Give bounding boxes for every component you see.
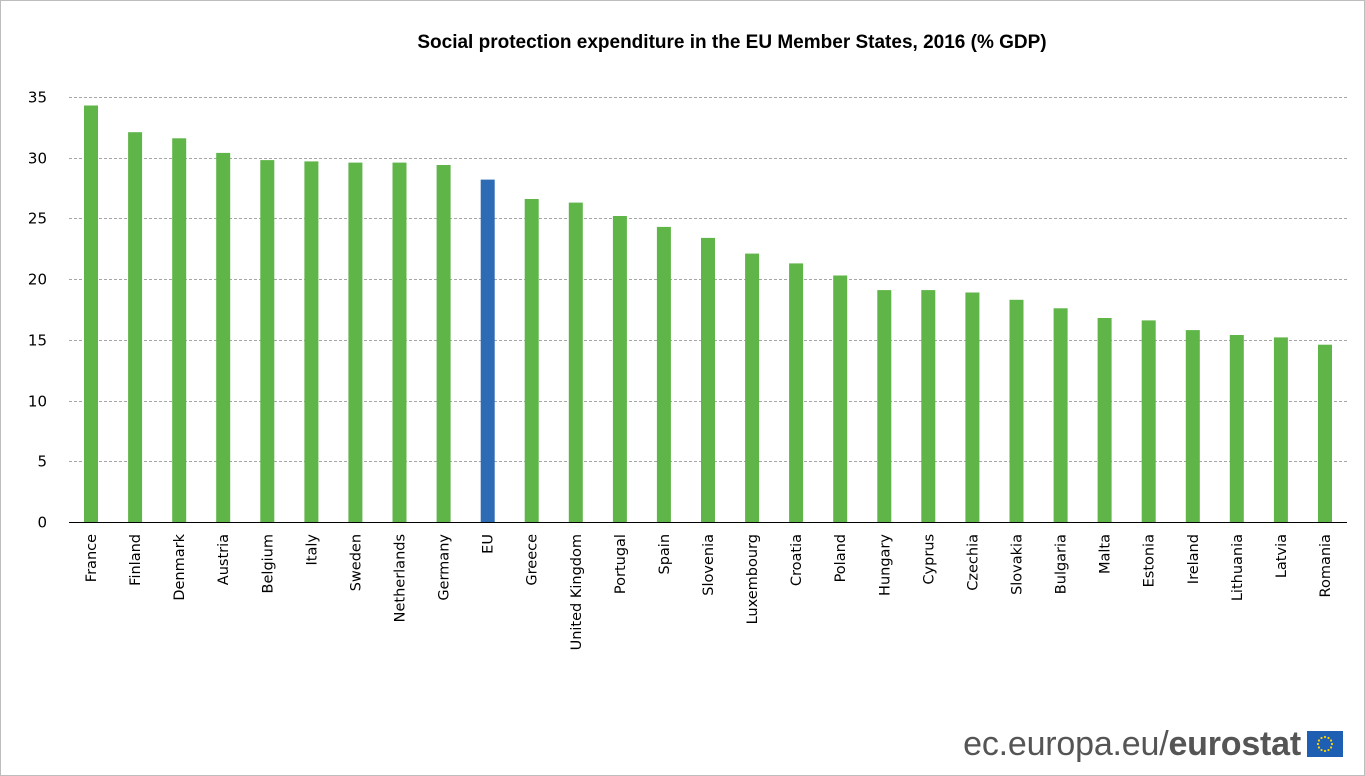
- x-tick-label: Netherlands: [393, 534, 409, 622]
- x-tick-label: Lithuania: [1230, 534, 1246, 601]
- x-tick-label: Denmark: [172, 533, 188, 600]
- flag-star: [1317, 739, 1321, 742]
- bar-netherlands: [392, 162, 407, 522]
- bar-estonia: [1141, 320, 1156, 522]
- flag-star: [1329, 739, 1333, 742]
- bar-romania: [1318, 344, 1332, 522]
- y-tick-label: 10: [28, 393, 47, 411]
- bar-croatia: [789, 263, 804, 522]
- bar-belgium: [260, 160, 275, 522]
- bar-luxembourg: [745, 253, 760, 522]
- y-tick-label: 0: [37, 514, 47, 532]
- y-tick-label: 15: [28, 332, 47, 350]
- x-tick-label: Latvia: [1274, 534, 1290, 578]
- bar-ireland: [1185, 330, 1200, 522]
- source-brand: eurostat: [1168, 724, 1301, 763]
- x-tick-label: Sweden: [348, 534, 364, 591]
- flag-star: [1323, 749, 1327, 753]
- bar-germany: [436, 165, 451, 522]
- source-footer: ec.europa.eu/ eurostat: [963, 724, 1343, 764]
- bar-france: [84, 105, 98, 522]
- flag-star: [1316, 742, 1320, 746]
- y-tick-label: 20: [28, 271, 47, 289]
- flag-star: [1320, 736, 1323, 740]
- x-tick-label: Estonia: [1142, 534, 1158, 587]
- bar-eu: [480, 179, 495, 522]
- x-tick-label: Belgium: [260, 534, 276, 593]
- x-tick-label: Luxembourg: [745, 534, 761, 624]
- bar-cyprus: [921, 290, 936, 522]
- y-tick-label: 5: [37, 453, 47, 471]
- x-tick-label: Austria: [216, 534, 232, 585]
- y-tick-label: 25: [28, 210, 47, 228]
- flag-star: [1330, 742, 1334, 746]
- x-tick-label: Portugal: [613, 534, 629, 594]
- x-tick-label: Greece: [525, 534, 541, 586]
- x-tick-label: Slovakia: [1010, 534, 1026, 595]
- x-tick-label: France: [84, 534, 100, 582]
- y-tick-label: 30: [28, 150, 47, 168]
- bar-denmark: [172, 138, 187, 523]
- x-tick-label: Ireland: [1186, 534, 1202, 584]
- flag-star: [1317, 746, 1321, 749]
- x-tick-label: Malta: [1098, 534, 1114, 574]
- flag-star: [1323, 735, 1327, 739]
- x-tick-label: Cyprus: [921, 534, 937, 585]
- gridlines: [69, 97, 1347, 462]
- bar-italy: [304, 161, 319, 522]
- flag-star: [1320, 748, 1323, 752]
- x-tick-label: Poland: [833, 534, 849, 582]
- bars: [84, 105, 1332, 523]
- bar-slovakia: [1009, 299, 1024, 522]
- x-axis-category-labels: France Finland Denmark Austria Belgium Italy S…: [84, 533, 1334, 650]
- bar-united-kingdom: [568, 202, 583, 522]
- x-tick-label: Romania: [1318, 534, 1334, 597]
- flag-star: [1327, 736, 1330, 740]
- bar-malta: [1097, 318, 1112, 522]
- bar-bulgaria: [1053, 308, 1068, 522]
- x-tick-label: Italy: [304, 534, 320, 566]
- x-tick-label: Spain: [657, 534, 673, 575]
- flag-star: [1327, 748, 1330, 752]
- eu-flag-icon: [1307, 731, 1343, 757]
- bar-hungary: [877, 290, 892, 522]
- bar-finland: [128, 132, 143, 522]
- x-tick-label: Bulgaria: [1054, 534, 1070, 594]
- chart-title: Social protection expenditure in the EU …: [417, 32, 1046, 53]
- x-tick-label: Czechia: [965, 534, 981, 591]
- flag-star: [1329, 746, 1333, 749]
- bar-sweden: [348, 162, 363, 522]
- y-tick-label: 35: [28, 89, 47, 107]
- x-tick-label: Germany: [437, 534, 453, 601]
- bar-latvia: [1273, 337, 1288, 522]
- bar-poland: [833, 275, 848, 522]
- bar-czechia: [965, 292, 980, 522]
- bar-austria: [216, 152, 231, 522]
- x-tick-label: Croatia: [789, 534, 805, 586]
- source-url-prefix: ec.europa.eu/: [963, 724, 1169, 763]
- bar-greece: [524, 199, 539, 522]
- bar-slovenia: [701, 237, 715, 522]
- y-axis-ticks: 0 5 10 15 20 25 30 35: [28, 89, 47, 532]
- bar-spain: [656, 226, 671, 522]
- x-tick-label: EU: [481, 534, 497, 554]
- bar-portugal: [612, 216, 627, 522]
- x-tick-label: United Kingdom: [569, 534, 585, 650]
- x-tick-label: Finland: [128, 534, 144, 586]
- x-tick-label: Hungary: [877, 534, 893, 596]
- bar-lithuania: [1229, 335, 1244, 522]
- x-tick-label: Slovenia: [701, 534, 717, 596]
